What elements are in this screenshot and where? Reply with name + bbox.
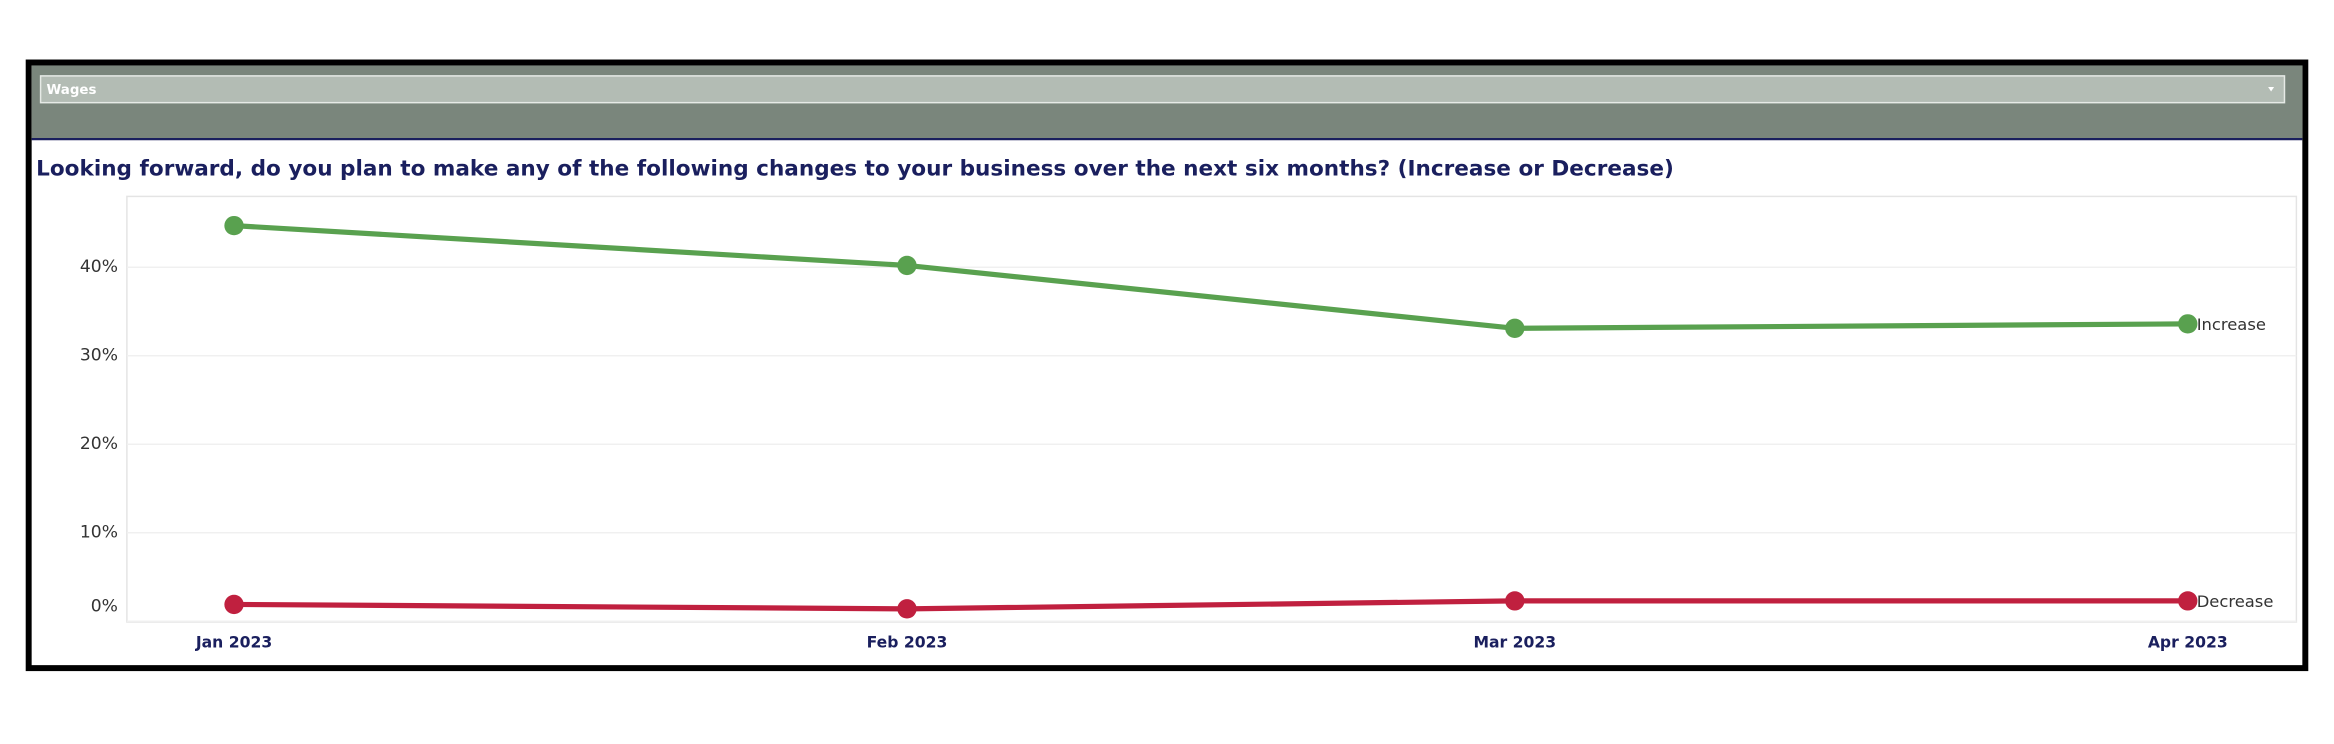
y-tick-label: 20%	[80, 434, 118, 454]
data-point	[1505, 591, 1525, 611]
y-tick-label: 40%	[80, 257, 118, 277]
dropdown-box[interactable]	[39, 75, 2286, 104]
data-point	[2178, 314, 2198, 334]
dropdown-label: Wages	[47, 83, 97, 98]
data-point	[2178, 591, 2198, 611]
x-tick-label: Jan 2023	[195, 633, 272, 651]
data-point	[224, 215, 244, 236]
data-point	[897, 599, 917, 619]
x-tick-label: Feb 2023	[867, 633, 948, 651]
data-point	[224, 594, 244, 615]
filter-dropdown[interactable]: Wages	[39, 75, 2286, 104]
y-tick-label: 30%	[80, 346, 118, 366]
x-tick-label: Apr 2023	[2148, 633, 2228, 651]
x-tick-label: Mar 2023	[1473, 633, 1556, 651]
chart-title: Looking forward, do you plan to make any…	[36, 157, 1674, 182]
dropdown-arrow	[2268, 87, 2275, 92]
series-line	[233, 223, 2188, 331]
y-tick-label: 10%	[80, 523, 118, 543]
frame	[25, 59, 2309, 672]
y-tick-label: 0%	[91, 596, 118, 616]
series-label: Increase	[2197, 315, 2266, 334]
series-label: Decrease	[2197, 592, 2274, 611]
data-point	[1505, 318, 1525, 338]
series-line	[234, 598, 2188, 612]
data-point	[897, 255, 917, 276]
